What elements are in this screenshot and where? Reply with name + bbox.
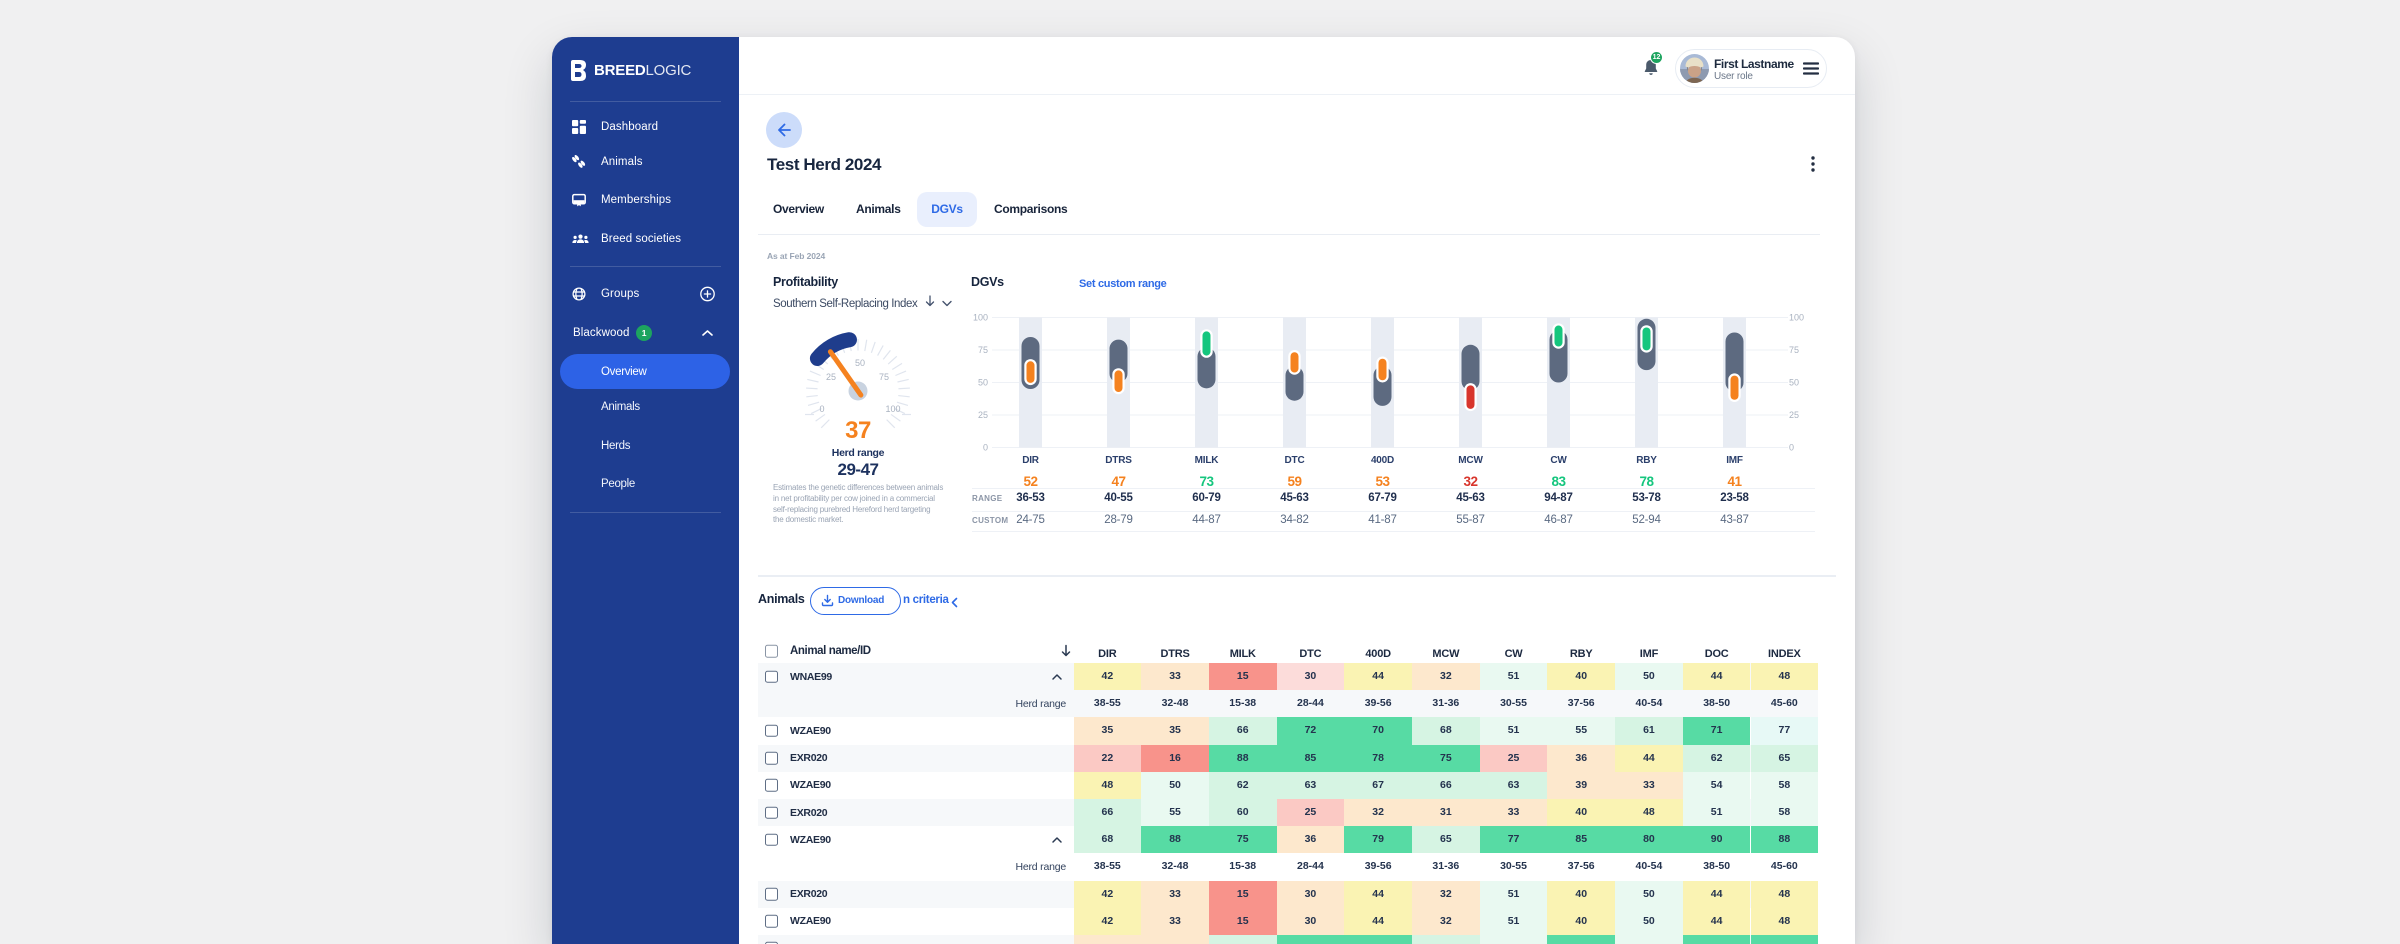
svg-text:CW: CW [1550,455,1567,466]
svg-text:78: 78 [1639,474,1654,489]
svg-text:400D: 400D [1371,455,1394,466]
svg-text:100: 100 [973,313,988,323]
svg-text:IMF: IMF [1726,455,1743,466]
svg-text:RBY: RBY [1636,455,1657,466]
svg-text:0: 0 [983,443,988,453]
svg-text:50: 50 [855,358,865,368]
svg-text:41: 41 [1727,474,1742,489]
svg-text:75: 75 [978,345,988,355]
svg-text:0: 0 [819,404,824,414]
svg-text:DTRS: DTRS [1105,455,1132,466]
svg-text:MCW: MCW [1458,455,1483,466]
svg-text:100: 100 [1789,313,1804,323]
svg-text:53: 53 [1375,474,1390,489]
svg-text:73: 73 [1199,474,1214,489]
svg-text:83: 83 [1551,474,1566,489]
svg-text:DTC: DTC [1285,455,1305,466]
svg-text:MILK: MILK [1195,455,1220,466]
svg-text:0: 0 [1789,443,1794,453]
svg-text:47: 47 [1111,474,1125,489]
svg-text:75: 75 [1789,345,1799,355]
svg-text:DIR: DIR [1022,455,1040,466]
svg-text:25: 25 [1789,410,1799,420]
svg-text:25: 25 [826,372,836,382]
svg-text:75: 75 [879,372,889,382]
svg-text:32: 32 [1463,474,1477,489]
svg-text:25: 25 [978,410,988,420]
svg-text:100: 100 [885,404,900,414]
svg-text:52: 52 [1023,474,1037,489]
svg-text:50: 50 [1789,378,1799,388]
svg-text:59: 59 [1287,474,1301,489]
svg-text:50: 50 [978,378,988,388]
